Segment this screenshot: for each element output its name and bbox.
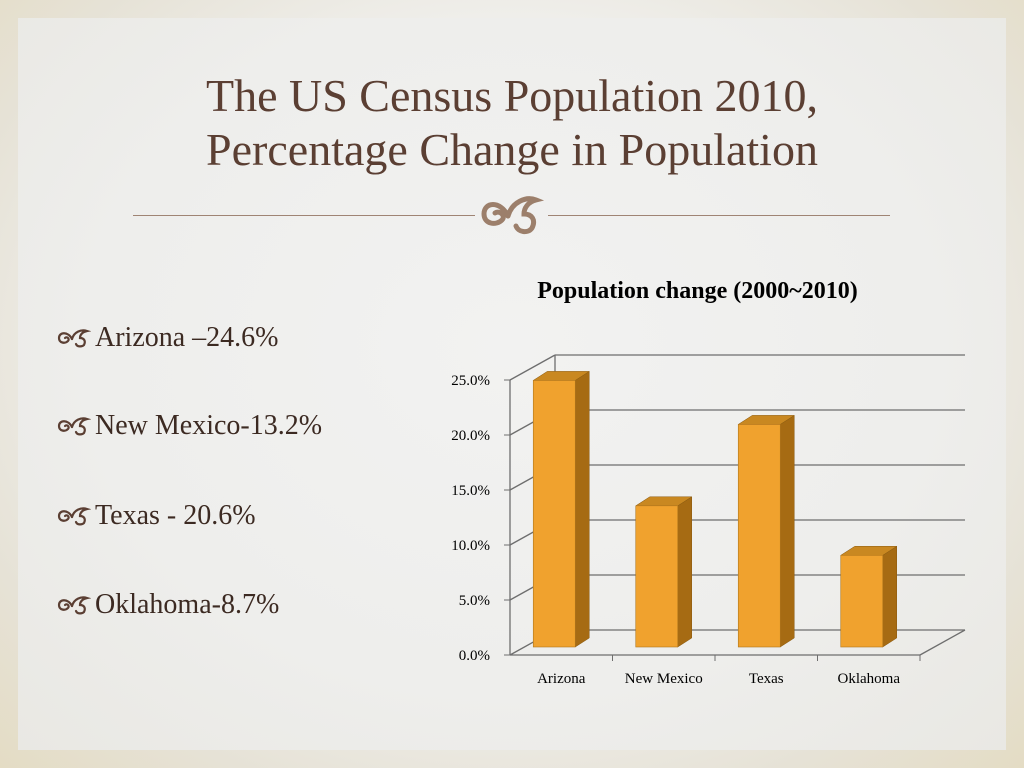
slide-title-line-1: The US Census Population 2010,	[205, 70, 819, 121]
x-tick-label: Oklahoma	[838, 671, 901, 687]
fleuron-bullet-icon	[57, 507, 91, 526]
bullet-text: Arizona –24.6%	[95, 322, 279, 353]
x-tick-label: Arizona	[537, 671, 586, 687]
title-divider-left	[133, 215, 475, 216]
y-tick-label: 5.0%	[459, 593, 490, 609]
bullet-item-new-mexico: New Mexico-13.2%	[57, 408, 322, 444]
chart-title: Population change (2000~2010)	[537, 278, 858, 304]
y-tick-label: 20.0%	[451, 428, 490, 444]
bullet-item-arizona: Arizona –24.6%	[57, 320, 279, 356]
title-divider-right	[548, 215, 890, 216]
y-tick-label: 0.0%	[459, 648, 490, 664]
bar-side	[882, 545, 897, 648]
bullet-text: Oklahoma-8.7%	[95, 589, 280, 620]
bullet-text: Texas - 20.6%	[95, 500, 256, 531]
bullet-item-texas: Texas - 20.6%	[57, 498, 256, 534]
fleuron-bullet-icon	[57, 329, 91, 348]
fleuron-bullet-icon	[57, 596, 91, 615]
slide-title-line-2: Percentage Change in Population	[206, 124, 818, 175]
bar-side	[677, 496, 692, 648]
y-tick-label: 25.0%	[451, 373, 490, 389]
x-tick-label: Texas	[749, 671, 784, 687]
bar-new-mexico	[635, 505, 679, 648]
bullet-text: New Mexico-13.2%	[95, 410, 323, 441]
gridline-side	[509, 354, 556, 381]
fleuron-ornament-icon	[478, 190, 548, 240]
y-tick-label: 10.0%	[451, 538, 490, 554]
bar-side	[575, 370, 590, 648]
y-tick-label: 15.0%	[451, 483, 490, 499]
bar-texas	[737, 424, 781, 648]
x-tick-label: New Mexico	[625, 671, 703, 687]
floor-right-edge	[919, 629, 966, 656]
fleuron-bullet-icon	[57, 417, 91, 436]
bar-side	[780, 414, 795, 648]
bar-oklahoma	[840, 554, 884, 648]
bar-arizona	[532, 380, 576, 648]
bullet-item-oklahoma: Oklahoma-8.7%	[57, 587, 279, 623]
